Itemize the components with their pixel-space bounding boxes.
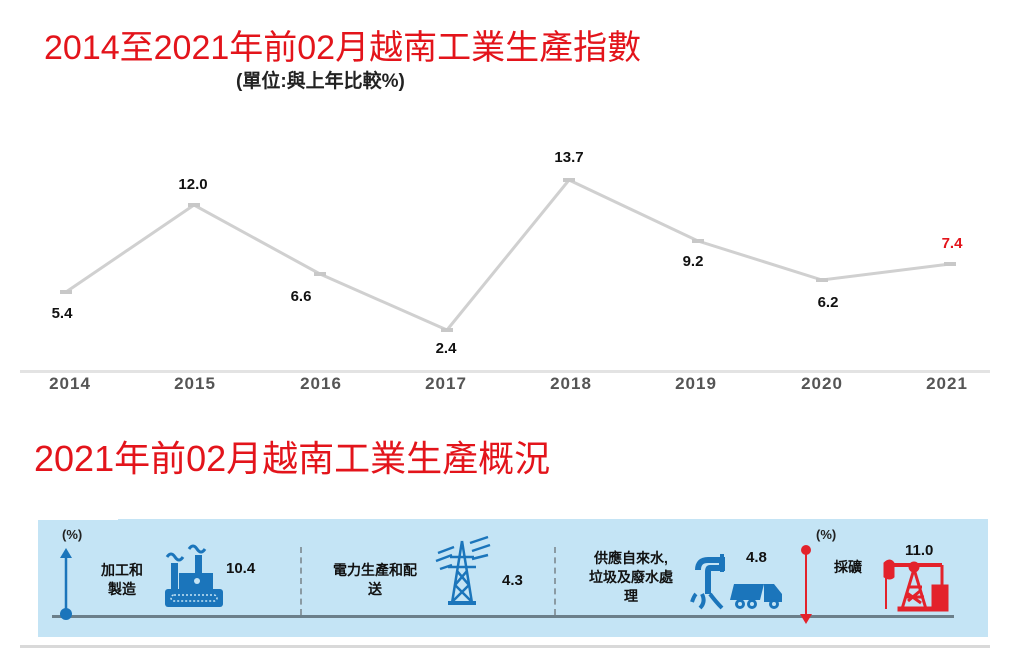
panel-baseline <box>52 615 954 618</box>
sector-label-electricity: 電力生產和配 送 <box>320 561 430 599</box>
chart-subtitle: (單位:與上年比較%) <box>236 71 405 92</box>
sector-label-manufacturing: 加工和 製造 <box>92 561 152 599</box>
line-chart <box>60 178 956 332</box>
x-tick-2017: 2017 <box>425 374 467 393</box>
sector-value-manufacturing: 10.4 <box>226 560 256 577</box>
bottom-divider <box>20 645 990 648</box>
data-label-2018: 13.7 <box>554 149 584 166</box>
data-label-2016: 6.6 <box>290 288 312 305</box>
data-label-2015: 12.0 <box>178 176 208 193</box>
data-label-2017: 2.4 <box>435 340 457 357</box>
sector-label-water-waste: 供應自來水, 垃圾及廢水處 理 <box>576 549 686 606</box>
sector-label-line: 採礦 <box>834 559 862 575</box>
x-tick-2020: 2020 <box>801 374 843 393</box>
data-label-2020: 6.2 <box>817 294 839 311</box>
up-arrow-icon <box>60 548 72 620</box>
x-tick-2019: 2019 <box>675 374 717 393</box>
sector-label-line: 理 <box>624 588 638 604</box>
sector-value-water-waste: 4.8 <box>746 549 767 566</box>
sector-label-line: 送 <box>368 581 382 597</box>
series-line <box>65 178 951 332</box>
sector-label-line: 加工和 <box>101 562 143 578</box>
x-tick-2016: 2016 <box>300 374 342 393</box>
power-tower-icon <box>435 535 491 605</box>
oil-pump-icon <box>883 559 949 612</box>
x-tick-2015: 2015 <box>174 374 216 393</box>
data-label-2019: 9.2 <box>682 253 704 270</box>
x-axis <box>20 370 990 373</box>
divider <box>554 547 556 615</box>
chart-title: 2014至2021年前02月越南工業生產指數 <box>44 29 642 67</box>
factory-icon <box>165 544 223 607</box>
sector-label-line: 電力生產和配 <box>333 562 417 578</box>
panel-notch <box>38 508 118 520</box>
data-label-2021: 7.4 <box>941 235 963 252</box>
sector-label-line: 供應自來水, <box>594 550 668 566</box>
divider <box>300 547 302 615</box>
sector-label-line: 垃圾及廢水處 <box>589 569 673 585</box>
data-points <box>60 178 956 332</box>
x-tick-2014: 2014 <box>49 374 91 393</box>
down-arrow-icon <box>800 545 812 624</box>
down-unit-label: (%) <box>816 527 837 542</box>
data-label-2014: 5.4 <box>51 305 73 322</box>
overview-title: 2021年前02月越南工業生產概況 <box>34 438 551 479</box>
sector-label-mining: 採礦 <box>828 558 868 577</box>
sector-label-line: 製造 <box>108 581 136 597</box>
x-tick-2018: 2018 <box>550 374 592 393</box>
x-tick-2021: 2021 <box>926 374 968 393</box>
sector-value-electricity: 4.3 <box>502 572 523 589</box>
up-unit-label: (%) <box>62 527 83 542</box>
sector-value-mining: 11.0 <box>905 542 934 559</box>
water-tap-truck-icon <box>690 554 782 610</box>
